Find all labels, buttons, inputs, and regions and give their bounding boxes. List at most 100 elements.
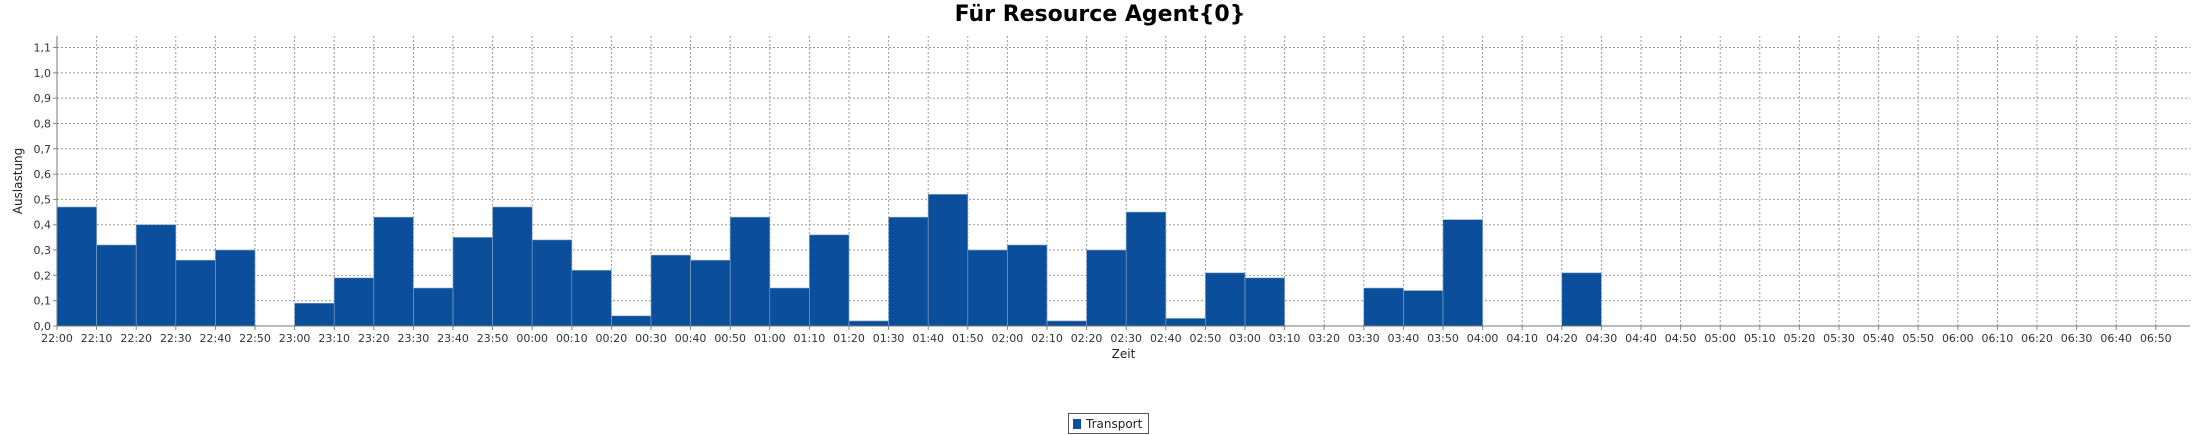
bar bbox=[967, 249, 1008, 327]
y-tick-label: 0,9 bbox=[34, 92, 52, 105]
bar bbox=[413, 287, 454, 327]
y-tick-label: 0,6 bbox=[34, 168, 52, 181]
bar bbox=[452, 237, 493, 327]
x-tick-label: 04:50 bbox=[1665, 332, 1697, 345]
x-tick-label: 22:30 bbox=[160, 332, 192, 345]
x-tick-label: 02:00 bbox=[992, 332, 1024, 345]
bar bbox=[927, 194, 969, 327]
x-tick-label: 02:20 bbox=[1071, 332, 1103, 345]
x-axis-label: Zeit bbox=[1112, 347, 1136, 361]
x-tick-label: 05:50 bbox=[1902, 332, 1934, 345]
x-tick-label: 05:00 bbox=[1704, 332, 1736, 345]
legend: Transport bbox=[1068, 413, 1150, 434]
x-tick-label: 05:40 bbox=[1863, 332, 1895, 345]
x-tick-label: 01:00 bbox=[754, 332, 786, 345]
x-tick-label: 04:10 bbox=[1506, 332, 1538, 345]
y-tick-label: 1,0 bbox=[34, 67, 52, 80]
x-tick-label: 22:50 bbox=[239, 332, 271, 345]
bar bbox=[373, 216, 414, 327]
bar bbox=[611, 315, 652, 327]
x-tick-label: 03:40 bbox=[1388, 332, 1420, 345]
x-tick-label: 04:40 bbox=[1625, 332, 1657, 345]
x-tick-label: 00:10 bbox=[556, 332, 588, 345]
x-tick-label: 02:30 bbox=[1110, 332, 1142, 345]
bar bbox=[1244, 277, 1285, 327]
y-axis-label: Auslastung bbox=[11, 148, 25, 215]
chart-title: Für Resource Agent{0} bbox=[954, 2, 1246, 27]
y-tick-label: 0,0 bbox=[34, 320, 52, 333]
x-tick-label: 03:30 bbox=[1348, 332, 1380, 345]
bar bbox=[690, 259, 731, 327]
x-tick-label: 03:00 bbox=[1229, 332, 1261, 345]
bar bbox=[650, 254, 691, 327]
legend-swatch bbox=[1073, 418, 1081, 429]
bar bbox=[769, 287, 810, 327]
x-tick-label: 03:50 bbox=[1427, 332, 1459, 345]
x-tick-label: 06:50 bbox=[2140, 332, 2172, 345]
bar bbox=[809, 234, 850, 327]
x-tick-label: 01:20 bbox=[833, 332, 865, 345]
bar bbox=[1442, 219, 1483, 327]
x-tick-label: 04:30 bbox=[1586, 332, 1618, 345]
bar bbox=[333, 277, 375, 327]
x-tick-label: 02:50 bbox=[1190, 332, 1222, 345]
x-tick-label: 22:40 bbox=[200, 332, 232, 345]
y-tick-label: 0,8 bbox=[34, 117, 52, 130]
x-tick-label: 23:40 bbox=[437, 332, 469, 345]
bar bbox=[571, 269, 612, 327]
x-tick-label: 22:00 bbox=[41, 332, 73, 345]
bar bbox=[848, 320, 889, 327]
bar bbox=[1165, 318, 1206, 327]
bar bbox=[135, 224, 177, 327]
y-tick-label: 0,2 bbox=[34, 269, 52, 282]
bar bbox=[888, 216, 929, 327]
x-tick-label: 22:10 bbox=[81, 332, 113, 345]
bar bbox=[1363, 287, 1404, 327]
bar bbox=[729, 216, 771, 327]
x-tick-label: 00:20 bbox=[596, 332, 628, 345]
y-tick-label: 1,1 bbox=[34, 42, 52, 55]
x-tick-label: 02:40 bbox=[1150, 332, 1182, 345]
bar bbox=[1086, 249, 1127, 327]
bar bbox=[56, 206, 97, 327]
bar bbox=[215, 249, 256, 327]
x-tick-label: 02:10 bbox=[1031, 332, 1063, 345]
legend-label: Transport bbox=[1086, 416, 1143, 431]
x-tick-label: 23:00 bbox=[279, 332, 311, 345]
x-tick-label: 05:30 bbox=[1823, 332, 1855, 345]
x-tick-label: 00:40 bbox=[675, 332, 707, 345]
x-tick-label: 03:20 bbox=[1308, 332, 1340, 345]
bar bbox=[1561, 272, 1602, 327]
y-tick-label: 0,3 bbox=[34, 244, 52, 257]
bar bbox=[1205, 272, 1246, 327]
y-tick-label: 0,1 bbox=[34, 295, 52, 308]
bar bbox=[175, 259, 216, 327]
x-tick-label: 23:30 bbox=[398, 332, 430, 345]
x-tick-label: 03:10 bbox=[1269, 332, 1301, 345]
x-tick-label: 00:30 bbox=[635, 332, 667, 345]
x-tick-label: 04:20 bbox=[1546, 332, 1578, 345]
x-tick-label: 05:10 bbox=[1744, 332, 1776, 345]
x-tick-label: 06:00 bbox=[1942, 332, 1974, 345]
x-tick-label: 05:20 bbox=[1784, 332, 1816, 345]
x-tick-label: 22:20 bbox=[120, 332, 152, 345]
x-tick-label: 06:20 bbox=[2021, 332, 2053, 345]
x-tick-label: 04:00 bbox=[1467, 332, 1499, 345]
bar bbox=[1125, 211, 1167, 327]
y-tick-label: 0,7 bbox=[34, 143, 52, 156]
bar bbox=[294, 302, 335, 327]
y-tick-label: 0,5 bbox=[34, 193, 52, 206]
bar bbox=[1046, 320, 1087, 327]
x-tick-label: 00:50 bbox=[714, 332, 746, 345]
bar bbox=[1007, 244, 1048, 327]
x-tick-label: 23:10 bbox=[318, 332, 350, 345]
x-tick-label: 01:50 bbox=[952, 332, 984, 345]
x-tick-label: 06:10 bbox=[1982, 332, 2014, 345]
x-tick-label: 23:50 bbox=[477, 332, 509, 345]
x-tick-label: 01:10 bbox=[794, 332, 826, 345]
bar bbox=[531, 239, 573, 327]
bar bbox=[492, 206, 533, 327]
bar bbox=[96, 244, 137, 327]
